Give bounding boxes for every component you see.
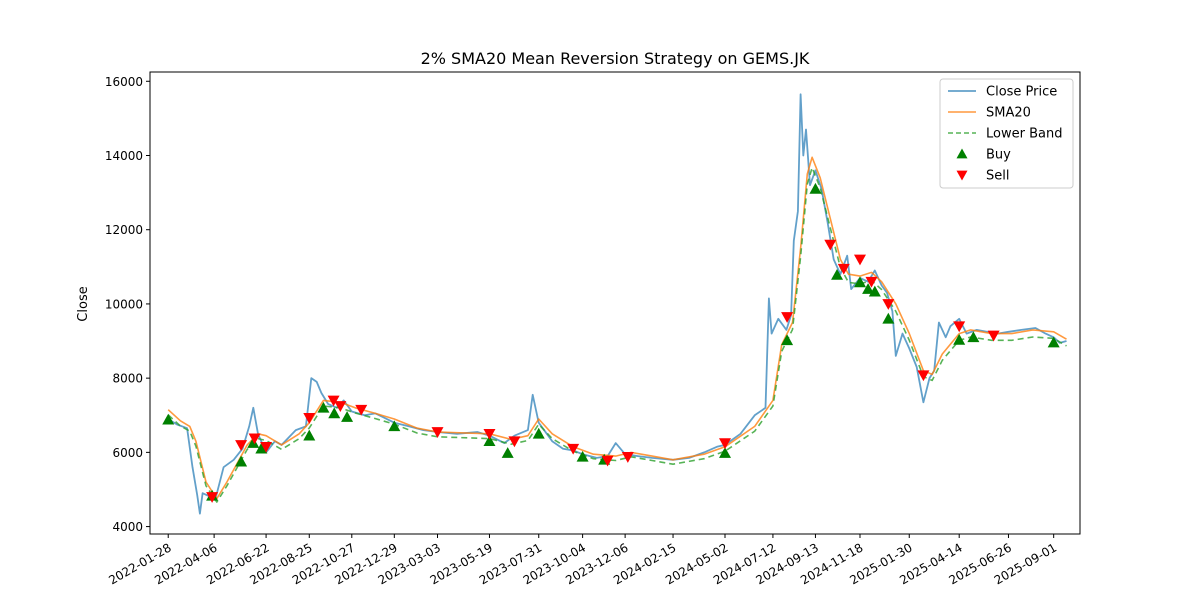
legend-label-buy: Buy: [986, 148, 1011, 163]
series-line-close-price: [167, 93, 1067, 515]
sell-marker: [987, 330, 1000, 342]
buy-marker: [853, 276, 866, 288]
sell-marker: [781, 312, 794, 323]
sell-marker: [719, 438, 732, 450]
sell-marker: [431, 427, 444, 438]
legend-label-sma20: SMA20: [986, 106, 1031, 121]
y-tick-label: 4000: [112, 520, 143, 534]
chart-title: 2% SMA20 Mean Reversion Strategy on GEMS…: [421, 49, 810, 68]
buy-marker: [328, 407, 341, 419]
legend-swatch-buy: [956, 148, 968, 159]
y-tick-label: 6000: [112, 446, 143, 460]
y-tick-label: 10000: [105, 297, 143, 311]
buy-marker: [868, 285, 881, 297]
legend: Close Price SMA20 Lower Band Buy Sell: [939, 78, 1074, 189]
sell-marker: [355, 404, 368, 416]
buy-marker: [501, 447, 514, 458]
buy-marker: [882, 312, 895, 324]
sell-marker: [248, 433, 261, 445]
buy-marker: [483, 435, 496, 447]
legend-box: [939, 78, 1074, 189]
y-axis-ticks: 4000 6000 8000 10000 12000 14000 16000: [105, 75, 150, 534]
y-tick-label: 16000: [105, 75, 143, 89]
buy-marker: [862, 283, 875, 294]
sell-marker: [303, 413, 316, 424]
sell-marker: [917, 370, 930, 382]
buy-marker: [809, 182, 822, 194]
buy-marker: [967, 331, 980, 343]
buy-marker: [532, 427, 545, 439]
sell-marker: [865, 276, 878, 288]
y-tick-label: 8000: [112, 372, 143, 386]
buy-marker: [953, 333, 966, 345]
sell-marker: [508, 436, 521, 448]
y-tick-label: 14000: [105, 149, 143, 163]
y-axis-label: Close: [76, 286, 91, 321]
buy-marker: [781, 334, 794, 346]
sell-marker: [953, 321, 966, 333]
sell-marker: [824, 239, 837, 251]
sell-marker: [260, 441, 273, 453]
legend-label-close-price: Close Price: [986, 85, 1057, 100]
sell-marker: [334, 401, 347, 412]
series-line-sma20: [167, 156, 1067, 500]
sell-marker: [483, 429, 496, 440]
buy-marker: [388, 420, 401, 432]
buy-marker: [303, 429, 316, 441]
sell-marker: [621, 452, 634, 463]
plot-frame: [149, 71, 1081, 535]
series-line-lower-band: [167, 166, 1067, 503]
sell-marker: [206, 492, 219, 503]
buy-marker: [341, 411, 354, 422]
sell-marker: [853, 254, 866, 266]
x-axis-ticks: 2022-01-282022-04-062022-06-222022-08-25…: [106, 534, 1059, 587]
sell-marker: [567, 443, 580, 455]
sell-marker: [327, 395, 340, 407]
buy-marker: [162, 413, 175, 425]
plot-area: [162, 93, 1067, 515]
buy-marker: [576, 450, 589, 462]
sell-marker: [837, 263, 850, 275]
sell-marker: [601, 455, 614, 467]
legend-swatch-sell: [956, 170, 968, 181]
buy-marker: [1047, 336, 1060, 348]
buy-marker: [235, 455, 248, 467]
sell-marker: [235, 440, 248, 451]
buy-marker: [719, 447, 732, 458]
buy-marker: [255, 442, 268, 454]
y-tick-label: 12000: [105, 223, 143, 237]
buy-marker: [247, 437, 260, 448]
sell-marker: [882, 299, 895, 310]
buy-marker: [831, 268, 844, 280]
buy-marker: [317, 401, 330, 413]
legend-label-lower-band: Lower Band: [986, 127, 1062, 142]
legend-label-sell: Sell: [986, 169, 1009, 184]
